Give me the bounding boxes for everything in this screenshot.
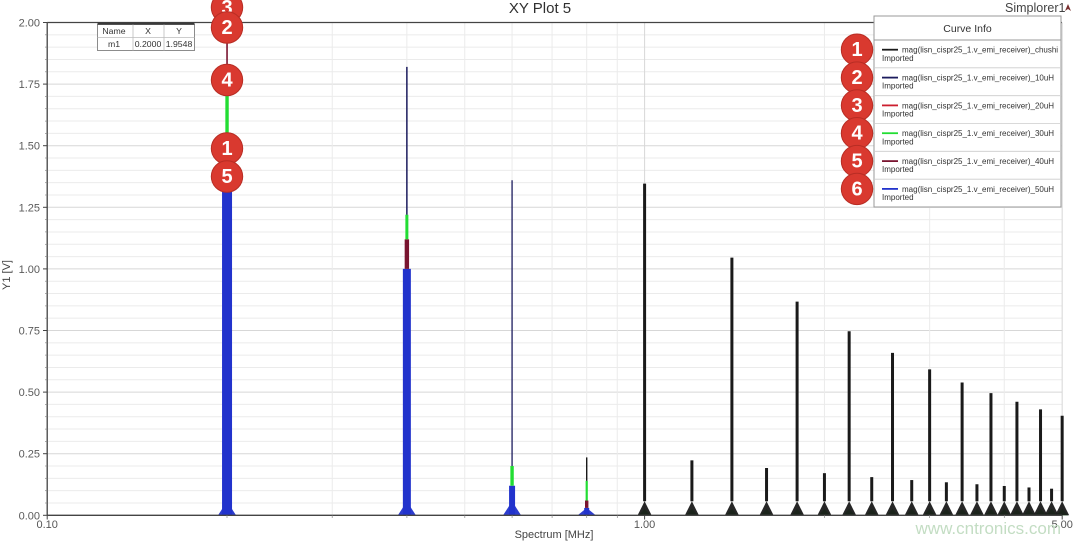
svg-text:3: 3	[851, 95, 862, 117]
svg-text:X: X	[145, 26, 151, 36]
svg-text:1.00: 1.00	[634, 519, 655, 531]
svg-text:0.2000: 0.2000	[135, 39, 162, 49]
svg-text:1: 1	[221, 138, 232, 160]
svg-text:0.50: 0.50	[19, 387, 40, 399]
svg-text:5: 5	[221, 166, 232, 188]
svg-text:0.75: 0.75	[19, 326, 40, 338]
svg-text:1.75: 1.75	[19, 79, 40, 91]
svg-text:Name: Name	[102, 26, 125, 36]
svg-text:1.50: 1.50	[19, 141, 40, 153]
svg-text:1: 1	[851, 39, 862, 61]
svg-text:m1: m1	[108, 39, 120, 49]
svg-text:1.9548: 1.9548	[166, 39, 193, 49]
svg-text:Y: Y	[176, 26, 182, 36]
svg-text:mag(lisn_cispr25_1.v_emi_recei: mag(lisn_cispr25_1.v_emi_receiver)_chush…	[902, 46, 1058, 55]
svg-text:5: 5	[851, 151, 862, 173]
svg-text:Spectrum [MHz]: Spectrum [MHz]	[515, 529, 594, 541]
svg-text:mag(lisn_cispr25_1.v_emi_recei: mag(lisn_cispr25_1.v_emi_receiver)_30uH	[902, 129, 1054, 138]
svg-text:2: 2	[221, 17, 232, 39]
svg-text:0.25: 0.25	[19, 449, 40, 461]
svg-text:XY Plot 5: XY Plot 5	[509, 0, 571, 17]
svg-text:Curve Info: Curve Info	[943, 23, 992, 35]
svg-text:1.00: 1.00	[19, 264, 40, 276]
svg-text:mag(lisn_cispr25_1.v_emi_recei: mag(lisn_cispr25_1.v_emi_receiver)_10uH	[902, 74, 1054, 83]
svg-text:mag(lisn_cispr25_1.v_emi_recei: mag(lisn_cispr25_1.v_emi_receiver)_20uH	[902, 101, 1054, 110]
svg-text:mag(lisn_cispr25_1.v_emi_recei: mag(lisn_cispr25_1.v_emi_receiver)_50uH	[902, 185, 1054, 194]
svg-text:6: 6	[851, 178, 862, 200]
svg-text:mag(lisn_cispr25_1.v_emi_recei: mag(lisn_cispr25_1.v_emi_receiver)_40uH	[902, 157, 1054, 166]
svg-text:0.10: 0.10	[36, 519, 57, 531]
svg-text:Imported: Imported	[882, 82, 914, 91]
svg-text:2: 2	[851, 67, 862, 89]
svg-text:4: 4	[851, 123, 863, 145]
svg-text:Simplorer1: Simplorer1	[1005, 1, 1065, 15]
svg-text:Imported: Imported	[882, 165, 914, 174]
svg-text:2.00: 2.00	[19, 18, 40, 30]
svg-text:Y1 [V]: Y1 [V]	[1, 260, 13, 290]
svg-text:4: 4	[221, 70, 233, 92]
svg-text:www.cntronics.com: www.cntronics.com	[915, 519, 1061, 538]
svg-text:Imported: Imported	[882, 54, 914, 63]
svg-text:1.25: 1.25	[19, 202, 40, 214]
svg-text:Imported: Imported	[882, 137, 914, 146]
svg-text:Imported: Imported	[882, 110, 914, 119]
svg-text:Imported: Imported	[882, 193, 914, 202]
